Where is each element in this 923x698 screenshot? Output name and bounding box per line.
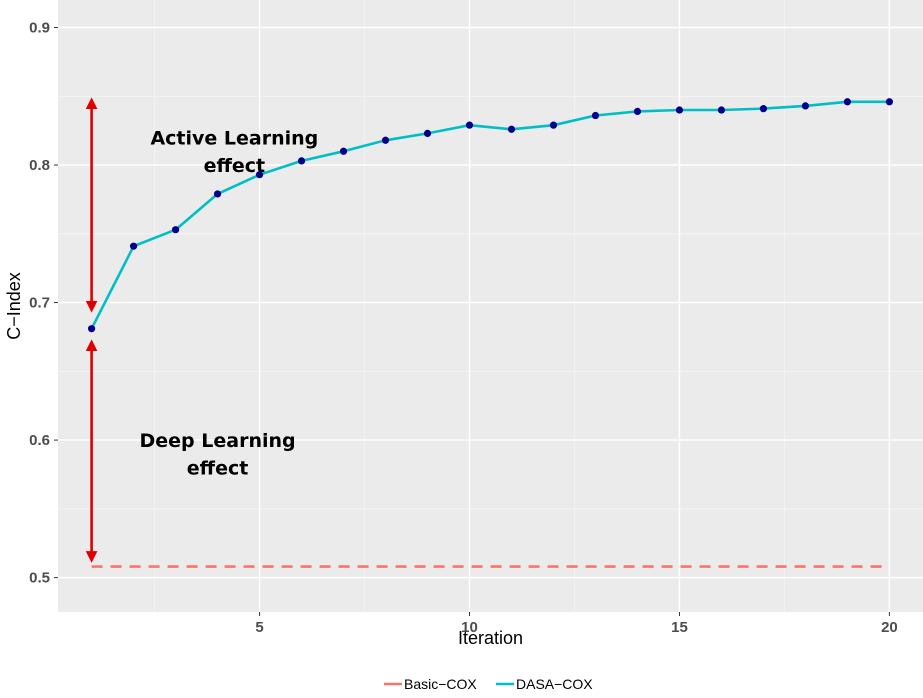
- y-tick-label: 0.9: [29, 20, 50, 37]
- x-tick-label: 20: [881, 619, 898, 636]
- y-tick-label: 0.8: [29, 157, 50, 174]
- x-axis-title: Iteration: [458, 628, 523, 648]
- data-point: [843, 98, 852, 106]
- annotation-text: Deep Learning: [140, 430, 296, 452]
- legend-label: DASA−COX: [516, 676, 593, 692]
- x-tick-label: 10: [461, 619, 478, 636]
- data-point: [87, 325, 96, 333]
- legend-label: Basic−COX: [404, 676, 477, 692]
- data-point: [591, 111, 600, 120]
- plot-panel: [58, 0, 923, 612]
- data-point: [255, 171, 264, 179]
- y-axis-title: C−Index: [4, 272, 24, 340]
- data-point: [507, 125, 516, 133]
- annotation-text: Active Learning: [150, 128, 318, 150]
- data-point: [213, 190, 222, 198]
- y-tick-label: 0.6: [29, 432, 50, 449]
- data-point: [297, 157, 306, 165]
- data-point: [801, 102, 810, 110]
- series-line-dasa-cox: [90, 100, 890, 330]
- y-tick-label: 0.5: [29, 570, 50, 587]
- data-point: [465, 121, 474, 129]
- x-tick-label: 5: [255, 619, 263, 636]
- data-point: [717, 106, 726, 114]
- data-point: [675, 106, 684, 114]
- data-point: [885, 98, 894, 106]
- data-point: [129, 242, 138, 250]
- data-point: [633, 107, 642, 115]
- data-point: [339, 147, 348, 155]
- annotation-text: effect: [187, 458, 249, 480]
- annotation-text: effect: [204, 155, 266, 177]
- data-point: [549, 121, 558, 129]
- data-point: [759, 105, 768, 113]
- data-point: [171, 226, 180, 234]
- y-tick-label: 0.7: [29, 295, 50, 312]
- data-point: [381, 136, 390, 144]
- data-point: [423, 129, 432, 138]
- x-tick-label: 15: [671, 619, 688, 636]
